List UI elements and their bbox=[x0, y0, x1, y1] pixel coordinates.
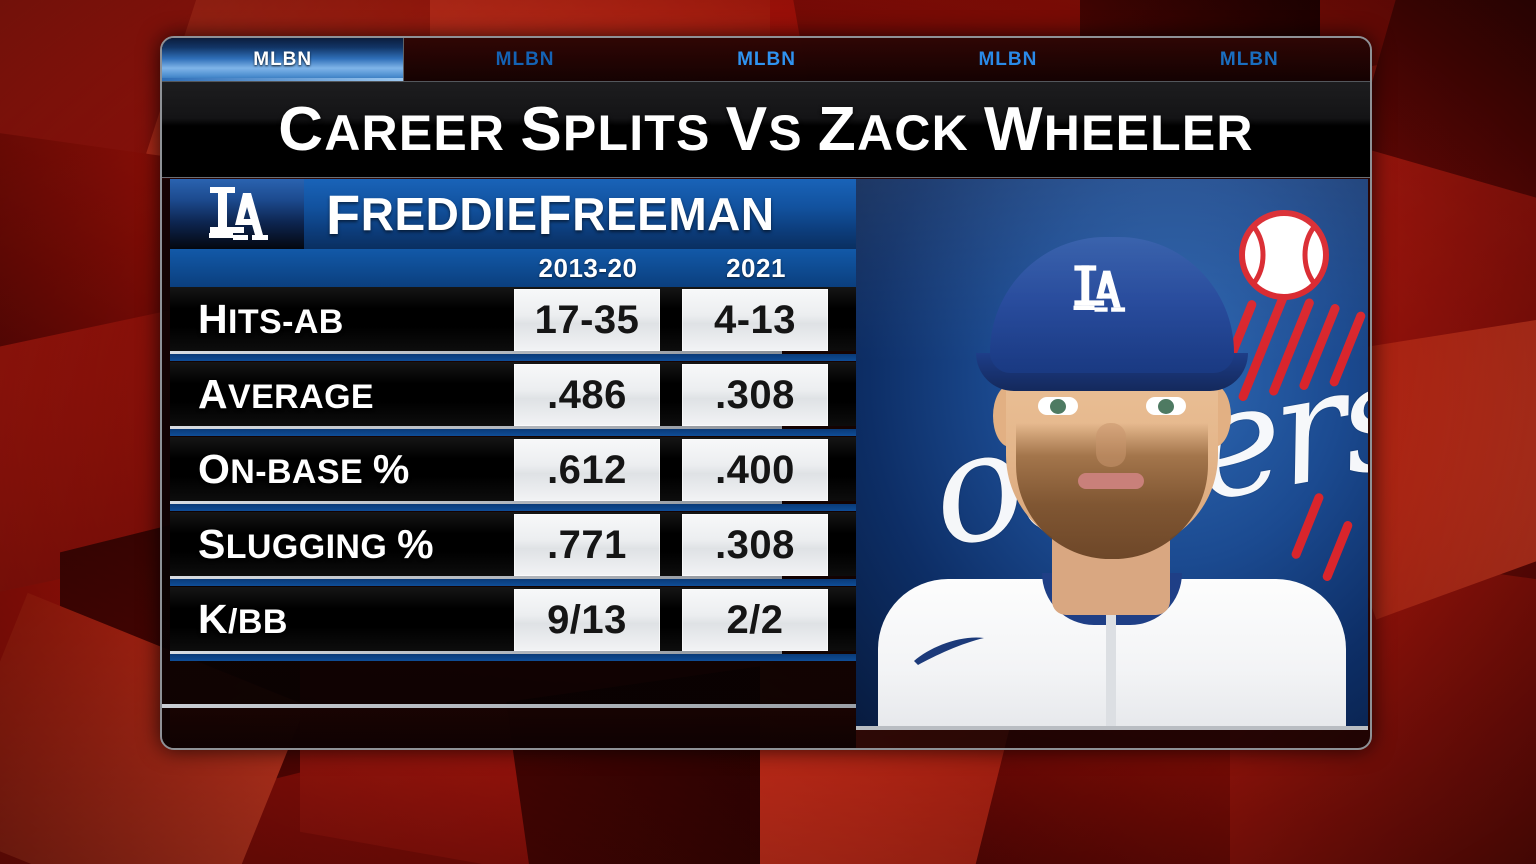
baseball-logo-icon bbox=[1234, 205, 1334, 305]
dodgers-la-logo-icon bbox=[209, 187, 268, 240]
stat-value-2013-20: .612 bbox=[514, 439, 660, 501]
table-bottom-divider bbox=[162, 704, 856, 708]
tab-mlbn-2[interactable]: MLBN bbox=[404, 38, 645, 81]
stat-label: AVERAGE bbox=[198, 370, 375, 417]
stat-label: HITS-AB bbox=[198, 295, 344, 342]
stat-value-2013-20: 9/13 bbox=[514, 589, 660, 651]
row-divider bbox=[170, 501, 782, 504]
column-header-2013-20: 2013-20 bbox=[538, 252, 638, 283]
column-header-2021: 2021 bbox=[726, 252, 786, 283]
player-name-bar: F REDDIE F REEMAN bbox=[170, 179, 856, 249]
row-gap bbox=[170, 504, 856, 511]
row-gap bbox=[170, 429, 856, 436]
tab-mlbn-5[interactable]: MLBN bbox=[1129, 38, 1370, 81]
title-bar: CAREER SPLITS VS ZACK WHEELER bbox=[162, 82, 1370, 178]
nose bbox=[1096, 423, 1126, 467]
player-photo: odgers bbox=[856, 179, 1368, 730]
tab-label: MLBN bbox=[495, 48, 555, 70]
graphic-panel: MLBN MLBN MLBN MLBN MLBN CAREER SPLITS V… bbox=[160, 36, 1372, 750]
stat-value-2021: .308 bbox=[682, 514, 828, 576]
stat-value-2021: .308 bbox=[682, 364, 828, 426]
row-gap bbox=[170, 654, 856, 661]
row-divider bbox=[170, 576, 782, 579]
stat-value-2013-20: 17-35 bbox=[514, 289, 660, 351]
stat-label: SLUGGING % bbox=[198, 520, 434, 567]
row-gap bbox=[170, 354, 856, 361]
stat-label: ON-BASE % bbox=[198, 445, 410, 492]
page-title: CAREER SPLITS VS ZACK WHEELER bbox=[278, 95, 1254, 164]
nike-swoosh-icon bbox=[914, 637, 984, 665]
tab-bar: MLBN MLBN MLBN MLBN MLBN bbox=[162, 38, 1370, 82]
table-row: ON-BASE % .612 .400 bbox=[170, 437, 856, 511]
tab-label: MLBN bbox=[1219, 48, 1279, 70]
stat-label: K/BB bbox=[198, 595, 288, 642]
row-divider bbox=[170, 351, 782, 354]
column-header-row: 2013-20 2021 bbox=[170, 249, 856, 287]
iris-left bbox=[1050, 399, 1066, 414]
row-gap bbox=[170, 579, 856, 586]
stat-value-2013-20: .486 bbox=[514, 364, 660, 426]
stat-value-2021: 4-13 bbox=[682, 289, 828, 351]
stat-value-2013-20: .771 bbox=[514, 514, 660, 576]
stat-value-2021: 2/2 bbox=[682, 589, 828, 651]
stats-rows: HITS-AB 17-35 4-13 AVERAGE .486 .308 bbox=[170, 287, 856, 662]
mouth bbox=[1078, 473, 1144, 489]
tab-label: MLBN bbox=[253, 48, 313, 70]
table-row: HITS-AB 17-35 4-13 bbox=[170, 287, 856, 361]
stat-value-2021: .400 bbox=[682, 439, 828, 501]
player-name: F REDDIE F REEMAN bbox=[304, 179, 856, 249]
iris-right bbox=[1158, 399, 1174, 414]
tab-mlbn-4[interactable]: MLBN bbox=[887, 38, 1128, 81]
tab-mlbn-1[interactable]: MLBN bbox=[162, 38, 405, 81]
tab-label: MLBN bbox=[978, 48, 1038, 70]
tab-mlbn-3[interactable]: MLBN bbox=[646, 38, 887, 81]
table-row: K/BB 9/13 2/2 bbox=[170, 587, 856, 661]
jersey-placket bbox=[1106, 599, 1116, 726]
cap-la-logo-icon bbox=[1073, 265, 1126, 312]
table-bottom-strip bbox=[170, 708, 856, 748]
headshot-figure bbox=[856, 179, 1368, 726]
row-divider bbox=[170, 426, 782, 429]
team-logo-box bbox=[170, 179, 304, 249]
tab-label: MLBN bbox=[737, 48, 796, 70]
row-divider bbox=[170, 651, 782, 654]
table-row: SLUGGING % .771 .308 bbox=[170, 512, 856, 586]
panel-content: F REDDIE F REEMAN 2013-20 2021 HITS-AB 17-… bbox=[162, 179, 1370, 748]
table-row: AVERAGE .486 .308 bbox=[170, 362, 856, 436]
stats-table-area: F REDDIE F REEMAN 2013-20 2021 HITS-AB 17-… bbox=[162, 179, 856, 748]
